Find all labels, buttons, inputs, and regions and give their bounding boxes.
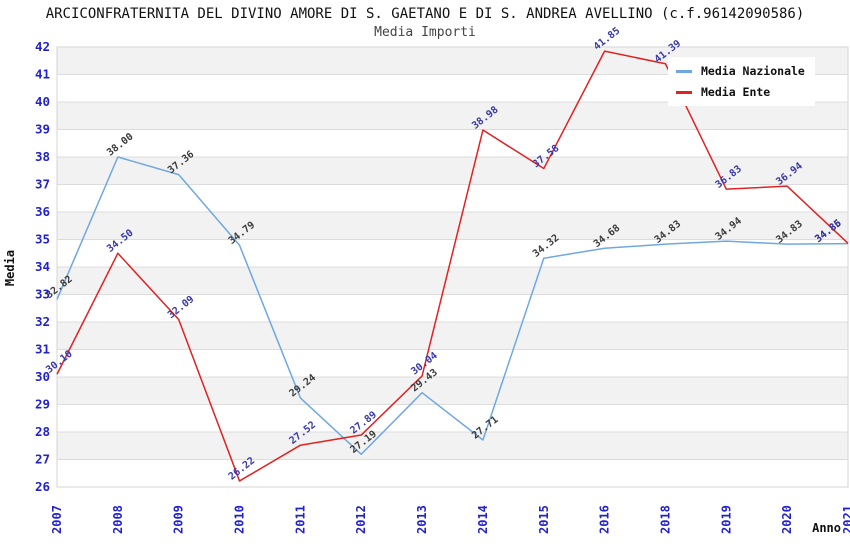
plot-band [57,157,848,185]
y-tick-label: 36 [35,204,50,219]
y-tick-label: 34 [35,259,50,274]
plot-band [57,432,848,460]
chart-subtitle: Media Importi [374,25,476,40]
legend-label: Media Ente [701,85,771,99]
x-tick-label: 2008 [111,505,125,534]
legend-swatch-icon [676,69,692,73]
legend: Media Nazionale Media Ente [668,57,815,106]
y-tick-label: 30 [35,369,50,384]
plot-band [57,212,848,240]
y-tick-label: 33 [35,287,50,302]
y-tick-label: 28 [35,424,50,439]
plot-band [57,322,848,350]
y-axis-title: Media [3,250,17,286]
chart-title: ARCICONFRATERNITA DEL DIVINO AMORE DI S.… [45,6,805,22]
x-tick-label: 2014 [476,505,490,534]
x-axis-title: Anno [812,521,841,535]
y-tick-label: 37 [35,177,50,192]
plot-band [57,267,848,295]
data-point-label: 32.09 [166,294,196,321]
legend-label: Media Nazionale [701,64,805,78]
y-tick-label: 32 [35,314,50,329]
media-nazionale-line [56,156,849,456]
plot-band [57,102,848,130]
x-tick-label: 2011 [293,505,307,534]
x-tick-label: 2021 [841,505,850,534]
plot-border [56,46,849,488]
legend-item-media-nazionale: Media Nazionale [676,64,805,78]
y-tick-label: 31 [35,342,50,357]
y-tick-label: 41 [35,67,50,82]
y-tick-label: 40 [35,94,50,109]
y-tick-label: 29 [35,397,50,412]
y-tick-label: 39 [35,122,50,137]
x-tick-label: 2020 [780,505,794,534]
x-tick-label: 2018 [658,505,672,534]
y-tick-label: 35 [35,232,50,247]
plot-band [57,377,848,405]
media-ente-line [56,50,849,482]
x-tick-label: 2012 [354,505,368,534]
y-tick-label: 26 [35,479,50,494]
x-tick-label: 2007 [50,505,64,534]
x-tick-label: 2019 [719,505,733,534]
legend-item-media-ente: Media Ente [676,85,805,99]
y-tick-label: 27 [35,452,50,467]
legend-swatch-icon [676,90,692,94]
data-point-label: 38.00 [105,131,135,158]
x-tick-label: 2016 [598,505,612,534]
x-tick-label: 2010 [233,505,247,534]
x-tick-label: 2013 [415,505,429,534]
x-tick-label: 2009 [172,505,186,534]
y-tick-label: 42 [35,39,50,54]
y-tick-label: 38 [35,149,50,164]
x-tick-label: 2015 [537,505,551,534]
